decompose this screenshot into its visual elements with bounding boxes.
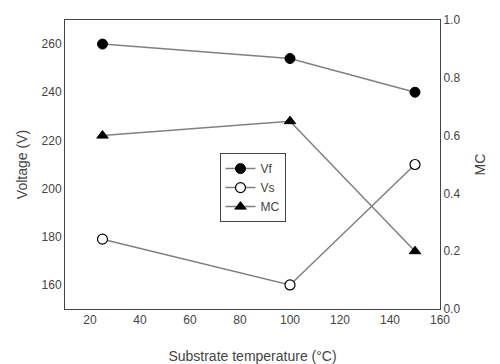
svg-text:200: 200	[42, 182, 62, 196]
svg-text:Substrate temperature (°C): Substrate temperature (°C)	[168, 348, 336, 364]
svg-text:180: 180	[42, 230, 62, 244]
svg-text:Vf: Vf	[261, 162, 273, 176]
svg-text:160: 160	[430, 313, 450, 327]
svg-text:0.8: 0.8	[443, 71, 460, 85]
svg-text:0.2: 0.2	[443, 244, 460, 258]
svg-text:0.0: 0.0	[443, 302, 460, 316]
svg-text:Vs: Vs	[261, 181, 275, 195]
svg-text:1.0: 1.0	[443, 13, 460, 27]
svg-text:20: 20	[83, 313, 97, 327]
svg-text:0.6: 0.6	[443, 129, 460, 143]
svg-text:220: 220	[42, 134, 62, 148]
svg-text:MC: MC	[472, 154, 488, 176]
svg-text:260: 260	[42, 37, 62, 51]
svg-text:MC: MC	[261, 200, 280, 214]
svg-text:160: 160	[42, 278, 62, 292]
svg-text:Voltage (V): Voltage (V)	[14, 130, 30, 199]
svg-text:140: 140	[380, 313, 400, 327]
svg-text:80: 80	[233, 313, 247, 327]
svg-text:100: 100	[280, 313, 300, 327]
svg-text:0.4: 0.4	[443, 187, 460, 201]
svg-text:60: 60	[183, 313, 197, 327]
svg-text:120: 120	[330, 313, 350, 327]
svg-text:240: 240	[42, 85, 62, 99]
svg-text:40: 40	[133, 313, 147, 327]
